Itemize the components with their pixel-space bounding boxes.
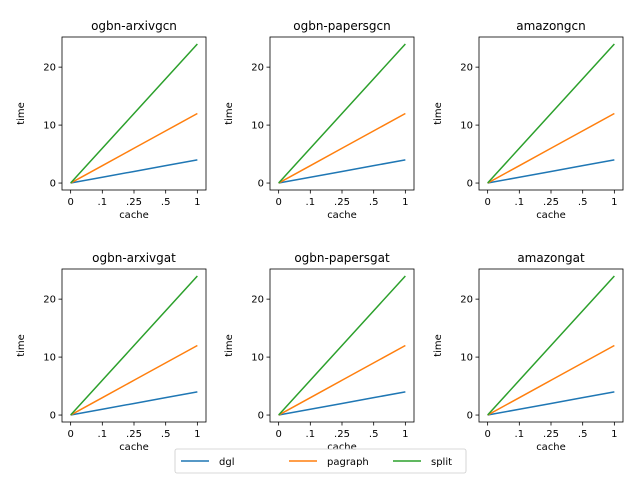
panel-title: ogbn-papersgat bbox=[294, 251, 390, 265]
x-axis-label: cache bbox=[327, 442, 357, 453]
y-tick-label: 10 bbox=[460, 353, 473, 364]
x-tick-label: .1 bbox=[515, 197, 525, 208]
panel-title: ogbn-papersgcn bbox=[293, 19, 391, 33]
x-axis-label: cache bbox=[536, 210, 566, 221]
series-line-split bbox=[487, 43, 615, 184]
legend-label-split: split bbox=[431, 457, 452, 468]
x-tick-label: 1 bbox=[402, 197, 408, 208]
y-tick-label: 10 bbox=[43, 353, 56, 364]
legend-label-dgl: dgl bbox=[219, 457, 234, 468]
x-tick-label: .5 bbox=[161, 197, 171, 208]
x-tick-label: .5 bbox=[369, 429, 379, 440]
series-line-dgl bbox=[278, 391, 406, 416]
panel-title: ogbn-arxivgat bbox=[92, 251, 176, 265]
x-tick-label: 1 bbox=[611, 197, 617, 208]
y-tick-label: 0 bbox=[258, 411, 264, 422]
y-tick-label: 0 bbox=[467, 179, 473, 190]
x-tick-label: .1 bbox=[98, 429, 108, 440]
legend-label-pagraph: pagraph bbox=[327, 457, 369, 468]
x-tick-label: .1 bbox=[515, 429, 525, 440]
series-line-split bbox=[70, 275, 198, 416]
series-line-split bbox=[487, 275, 615, 416]
x-tick-label: .25 bbox=[543, 197, 559, 208]
x-tick-label: .1 bbox=[306, 429, 316, 440]
x-tick-label: 1 bbox=[194, 197, 200, 208]
x-tick-label: 1 bbox=[611, 429, 617, 440]
x-tick-label: 0 bbox=[67, 429, 73, 440]
x-tick-label: 0 bbox=[275, 197, 281, 208]
y-tick-label: 0 bbox=[50, 179, 56, 190]
legend: dgl pagraph split bbox=[174, 448, 467, 474]
x-tick-label: .1 bbox=[306, 197, 316, 208]
y-tick-label: 0 bbox=[50, 411, 56, 422]
y-tick-label: 0 bbox=[258, 179, 264, 190]
x-tick-label: .25 bbox=[126, 197, 142, 208]
x-tick-label: 0 bbox=[275, 429, 281, 440]
y-tick-label: 20 bbox=[460, 295, 473, 306]
series-line-pagraph bbox=[278, 112, 406, 184]
x-tick-label: .25 bbox=[334, 429, 350, 440]
series-line-dgl bbox=[70, 159, 198, 184]
series-line-dgl bbox=[487, 391, 615, 416]
x-tick-label: .5 bbox=[578, 197, 588, 208]
x-tick-label: .5 bbox=[161, 429, 171, 440]
panel-title: amazongat bbox=[517, 251, 585, 265]
x-tick-label: .1 bbox=[98, 197, 108, 208]
y-axis-label: time bbox=[16, 334, 27, 357]
series-line-dgl bbox=[487, 159, 615, 184]
x-tick-label: .5 bbox=[578, 429, 588, 440]
series-line-dgl bbox=[278, 159, 406, 184]
y-tick-label: 10 bbox=[251, 121, 264, 132]
x-tick-label: 0 bbox=[484, 197, 490, 208]
y-tick-label: 20 bbox=[43, 295, 56, 306]
x-axis-label: cache bbox=[119, 210, 149, 221]
series-line-pagraph bbox=[70, 344, 198, 416]
series-line-pagraph bbox=[70, 112, 198, 184]
series-line-split bbox=[278, 43, 406, 184]
y-tick-label: 20 bbox=[251, 295, 264, 306]
x-axis-label: cache bbox=[327, 210, 357, 221]
y-tick-label: 20 bbox=[251, 63, 264, 74]
legend-box bbox=[174, 448, 467, 474]
x-tick-label: .5 bbox=[369, 197, 379, 208]
y-tick-label: 10 bbox=[251, 353, 264, 364]
series-line-pagraph bbox=[487, 344, 615, 416]
x-tick-label: 0 bbox=[484, 429, 490, 440]
y-axis-label: time bbox=[224, 102, 235, 125]
series-line-pagraph bbox=[487, 112, 615, 184]
x-tick-label: .25 bbox=[543, 429, 559, 440]
x-tick-label: .25 bbox=[126, 429, 142, 440]
series-line-pagraph bbox=[278, 344, 406, 416]
panel-title: ogbn-arxivgcn bbox=[91, 19, 177, 33]
series-line-split bbox=[278, 275, 406, 416]
x-axis-label: cache bbox=[536, 442, 566, 453]
y-tick-label: 20 bbox=[43, 63, 56, 74]
x-tick-label: 1 bbox=[194, 429, 200, 440]
panel-title: amazongcn bbox=[516, 19, 585, 33]
y-axis-label: time bbox=[433, 102, 444, 125]
y-tick-label: 20 bbox=[460, 63, 473, 74]
y-axis-label: time bbox=[224, 334, 235, 357]
y-tick-label: 10 bbox=[43, 121, 56, 132]
x-axis-label: cache bbox=[119, 442, 149, 453]
y-axis-label: time bbox=[433, 334, 444, 357]
x-tick-label: 1 bbox=[402, 429, 408, 440]
y-tick-label: 10 bbox=[460, 121, 473, 132]
y-tick-label: 0 bbox=[467, 411, 473, 422]
y-axis-label: time bbox=[16, 102, 27, 125]
series-line-dgl bbox=[70, 391, 198, 416]
x-tick-label: .25 bbox=[334, 197, 350, 208]
x-tick-label: 0 bbox=[67, 197, 73, 208]
series-line-split bbox=[70, 43, 198, 184]
